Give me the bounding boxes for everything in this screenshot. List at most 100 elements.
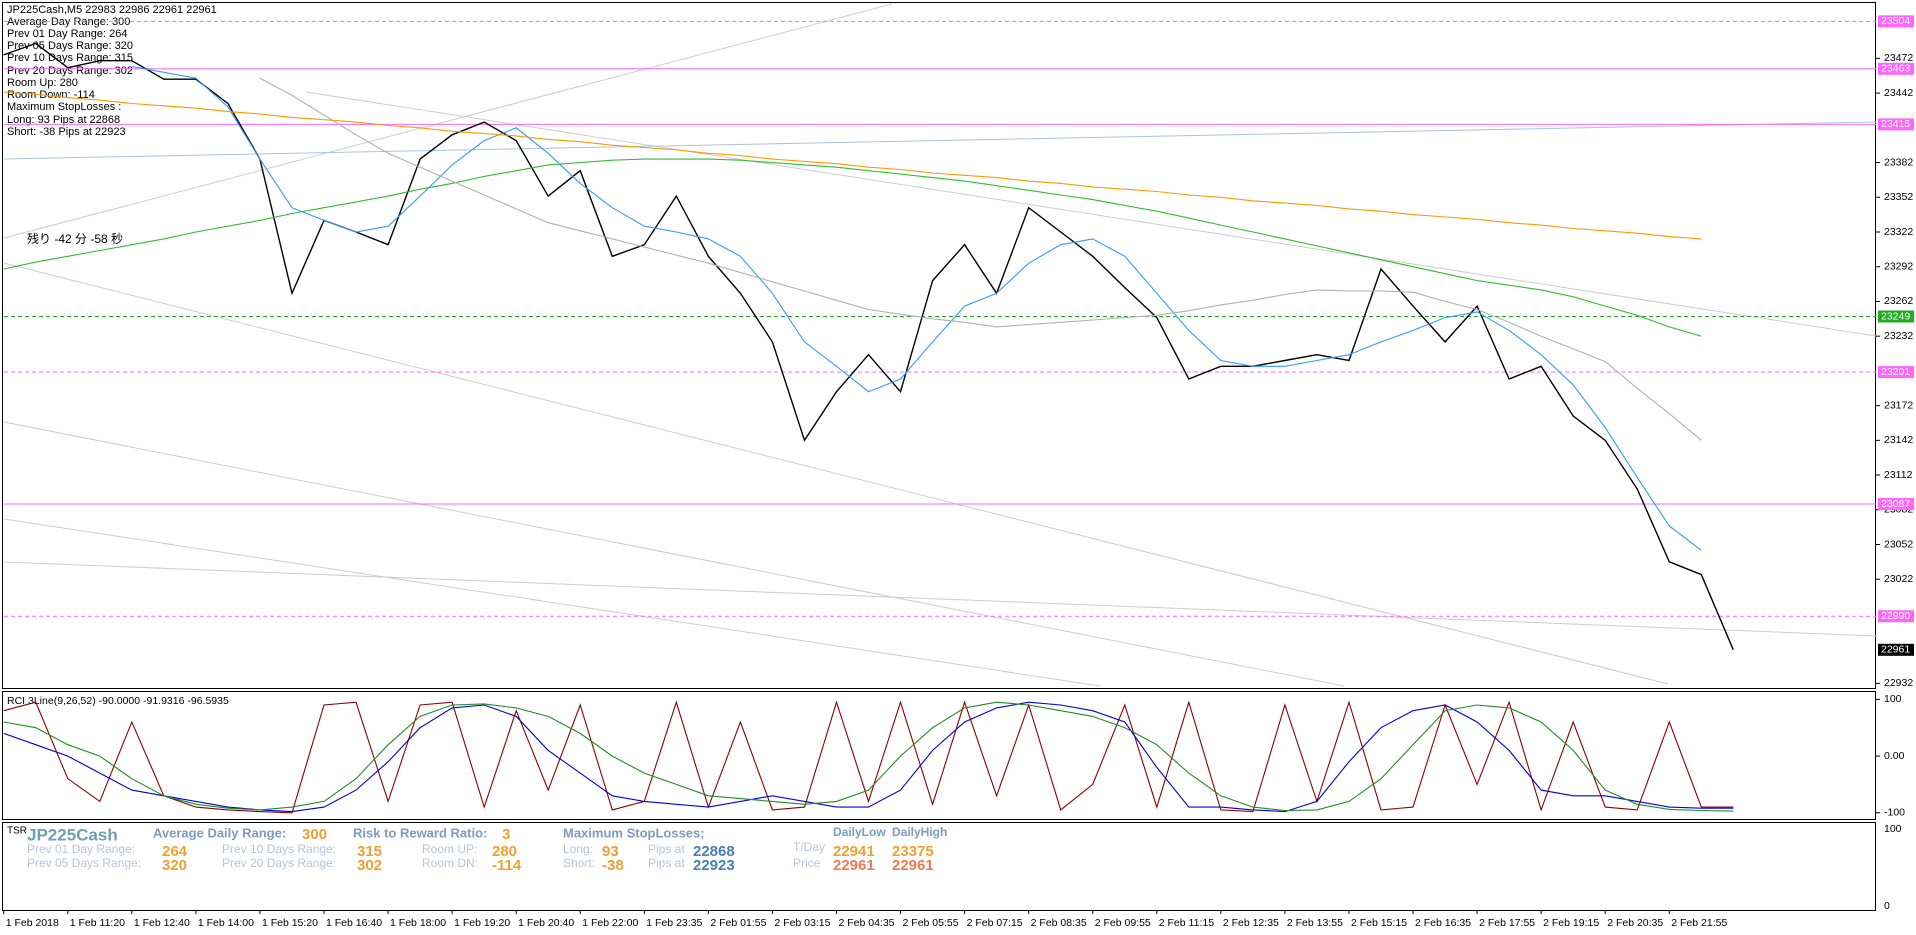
- level-label-box: [1878, 366, 1914, 379]
- x-tick-label: 1 Feb 16:40: [326, 917, 382, 929]
- info-line: Prev 20 Days Range: 302: [7, 65, 133, 77]
- frames: [2, 2, 1876, 911]
- x-tick-label: 1 Feb 2018: [6, 917, 59, 929]
- y-tick-label: 0.00: [1884, 750, 1905, 762]
- x-tick-label: 2 Feb 17:55: [1479, 917, 1535, 929]
- level-label-box: [1878, 62, 1914, 75]
- trend-line: [3, 561, 1877, 637]
- countdown: 残り -42 分 -58 秒: [27, 232, 123, 246]
- level-label-box: [1878, 610, 1914, 623]
- x-tick-label: 2 Feb 11:15: [1159, 917, 1214, 929]
- x-tick-label: 1 Feb 19:20: [454, 917, 510, 929]
- x-tick-label: 2 Feb 15:15: [1351, 917, 1407, 929]
- tsr-frame: [2, 822, 1876, 911]
- x-tick-label: 1 Feb 15:20: [262, 917, 318, 929]
- level-label-box: [1878, 310, 1914, 323]
- tsr-value: 3: [502, 826, 510, 843]
- series-line: [3, 91, 1702, 240]
- x-tick-label: 1 Feb 14:00: [198, 917, 254, 929]
- y-tick-label: 23352: [1884, 191, 1913, 203]
- tsr-axis-label: 100: [1884, 823, 1902, 835]
- series-line: [3, 701, 1734, 813]
- panel-title: RCI 3Line(9,26,52) -90.0000 -91.9316 -96…: [7, 695, 229, 707]
- x-tick-label: 2 Feb 05:55: [903, 917, 959, 929]
- level-label: 23463: [1881, 63, 1910, 75]
- info-line: Room Up: 280: [7, 77, 78, 89]
- series-line: [3, 42, 1734, 651]
- tsr-label: Prev 05 Days Range:: [27, 856, 141, 870]
- trend-line: [3, 421, 1345, 687]
- x-tick-label: 2 Feb 19:15: [1543, 917, 1599, 929]
- tsr-value: 22868: [693, 843, 735, 860]
- trend-line: [3, 121, 1877, 160]
- y-tick-label: -100: [1884, 807, 1905, 819]
- x-tick-label: 2 Feb 03:15: [774, 917, 830, 929]
- tsr-header: DailyLow: [833, 825, 886, 839]
- info-line: Prev 01 Day Range: 264: [7, 28, 127, 40]
- tsr-label: Price: [793, 856, 821, 870]
- x-tick-label: 1 Feb 12:40: [134, 917, 190, 929]
- tsr-value: 300: [302, 826, 327, 843]
- tsr-label: Prev 20 Days Range:: [222, 856, 336, 870]
- y-tick-label: 23292: [1884, 261, 1913, 273]
- series-line: [3, 158, 1702, 337]
- trend-line: [3, 518, 1101, 687]
- tsr-value: -114: [492, 857, 522, 874]
- tsr-label: T/Day: [793, 840, 825, 854]
- tsr-value: 302: [357, 857, 382, 874]
- current-price-box: [1878, 643, 1914, 656]
- x-tick-label: 2 Feb 16:35: [1415, 917, 1471, 929]
- level-label: 23249: [1881, 310, 1910, 322]
- current-price-label: 22961: [1881, 644, 1910, 656]
- tsr-tag: TSR: [7, 826, 27, 837]
- x-tick-label: 1 Feb 18:00: [390, 917, 446, 929]
- tsr-value: 22961: [833, 857, 875, 874]
- tsr-label: Short:: [563, 856, 595, 870]
- level-label-box: [1878, 15, 1914, 28]
- y-tick-label: 23322: [1884, 226, 1913, 238]
- y-tick-label: 23022: [1884, 573, 1913, 585]
- tsr-header: DailyHigh: [892, 825, 947, 839]
- info-box: JP225Cash,M5 22983 22986 22961 22961 Ave…: [7, 4, 217, 246]
- x-tick-label: 1 Feb 23:35: [646, 917, 702, 929]
- series-line: [3, 701, 1734, 812]
- tsr-label: Average Daily Range:: [153, 825, 286, 840]
- tsr-label: Room DN:: [422, 856, 478, 870]
- level-label-box: [1878, 497, 1914, 510]
- trend-line: [305, 91, 1877, 337]
- tsr-label: Maximum StopLosses;: [563, 825, 705, 840]
- level-label: 22990: [1881, 610, 1910, 622]
- tsr-label: Prev 01 Day Range:: [27, 842, 135, 856]
- tsr-value: 22923: [693, 857, 735, 874]
- level-label: 23201: [1881, 366, 1910, 378]
- info-line: Prev 05 Days Range: 320: [7, 40, 133, 52]
- x-tick-label: 2 Feb 20:35: [1607, 917, 1663, 929]
- series-line: [259, 77, 1702, 441]
- y-tick-label: 23142: [1884, 434, 1913, 446]
- info-line: Average Day Range: 300: [7, 16, 130, 28]
- series-line: [131, 65, 1702, 551]
- tsr-label: Risk to Reward Ratio:: [353, 825, 487, 840]
- tsr-value: 280: [492, 843, 517, 860]
- trend-line: [3, 3, 893, 239]
- y-tick-label: 23232: [1884, 330, 1913, 342]
- x-tick-label: 2 Feb 08:35: [1031, 917, 1087, 929]
- y-tick-label: 23442: [1884, 87, 1913, 99]
- y-tick-label: 23172: [1884, 399, 1913, 411]
- y-tick-label: 23112: [1884, 469, 1913, 481]
- x-tick-label: 2 Feb 12:35: [1223, 917, 1279, 929]
- y-tick-label: 23382: [1884, 156, 1913, 168]
- tsr-panel: TSR JP225Cash Average Daily Range: 300 P…: [7, 823, 1902, 912]
- tsr-value: 22961: [892, 857, 934, 874]
- tsr-value: 315: [357, 843, 382, 860]
- y-tick-label: 23262: [1884, 295, 1913, 307]
- level-label: 23504: [1881, 15, 1910, 27]
- x-tick-label: 2 Feb 21:55: [1671, 917, 1727, 929]
- tsr-label: Long:: [563, 842, 593, 856]
- tsr-label: Room UP:: [422, 842, 477, 856]
- info-line: Short: -38 Pips at 22923: [7, 126, 126, 138]
- y-tick-label: 23052: [1884, 538, 1913, 550]
- y-tick-label: 22932: [1884, 677, 1913, 689]
- info-line: Long: 93 Pips at 22868: [7, 114, 120, 126]
- main-frame: [2, 2, 1876, 689]
